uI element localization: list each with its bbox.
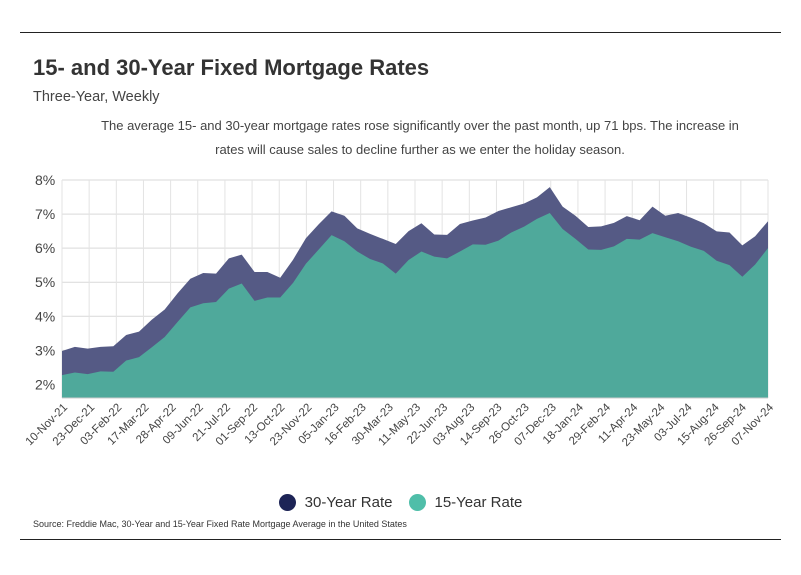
y-tick-label: 2%	[35, 376, 55, 392]
y-tick-label: 3%	[35, 342, 55, 358]
legend-swatch-30-year	[278, 494, 296, 511]
legend-item-30-year: 30-Year Rate	[278, 494, 393, 511]
top-rule	[20, 32, 781, 33]
legend-label-15-year: 15-Year Rate	[434, 494, 523, 511]
legend: 30-Year Rate 15-Year Rate	[0, 494, 801, 511]
area-15-year	[62, 213, 768, 398]
y-tick-label: 4%	[35, 308, 55, 324]
chart-title: 15- and 30-Year Fixed Mortgage Rates	[33, 55, 430, 80]
legend-item-15-year: 15-Year Rate	[408, 494, 523, 511]
y-tick-label: 7%	[35, 206, 55, 222]
y-tick-label: 8%	[35, 172, 55, 188]
legend-swatch-15-year	[408, 494, 426, 511]
y-axis: 2% 3% 4% 5% 6% 7% 8%	[35, 172, 55, 392]
legend-label-30-year: 30-Year Rate	[304, 494, 393, 511]
bottom-rule	[20, 539, 781, 540]
chart-description: The average 15- and 30-year mortgage rat…	[101, 118, 739, 157]
area-series	[62, 187, 768, 398]
y-tick-label: 6%	[35, 240, 55, 256]
chart-subtitle: Three-Year, Weekly	[33, 89, 160, 105]
x-axis: 10-Nov-2123-Dec-2103-Feb-2217-Mar-2228-A…	[24, 397, 777, 449]
source-note: Source: Freddie Mac, 30-Year and 15-Year…	[33, 519, 407, 529]
y-tick-label: 5%	[35, 274, 55, 290]
